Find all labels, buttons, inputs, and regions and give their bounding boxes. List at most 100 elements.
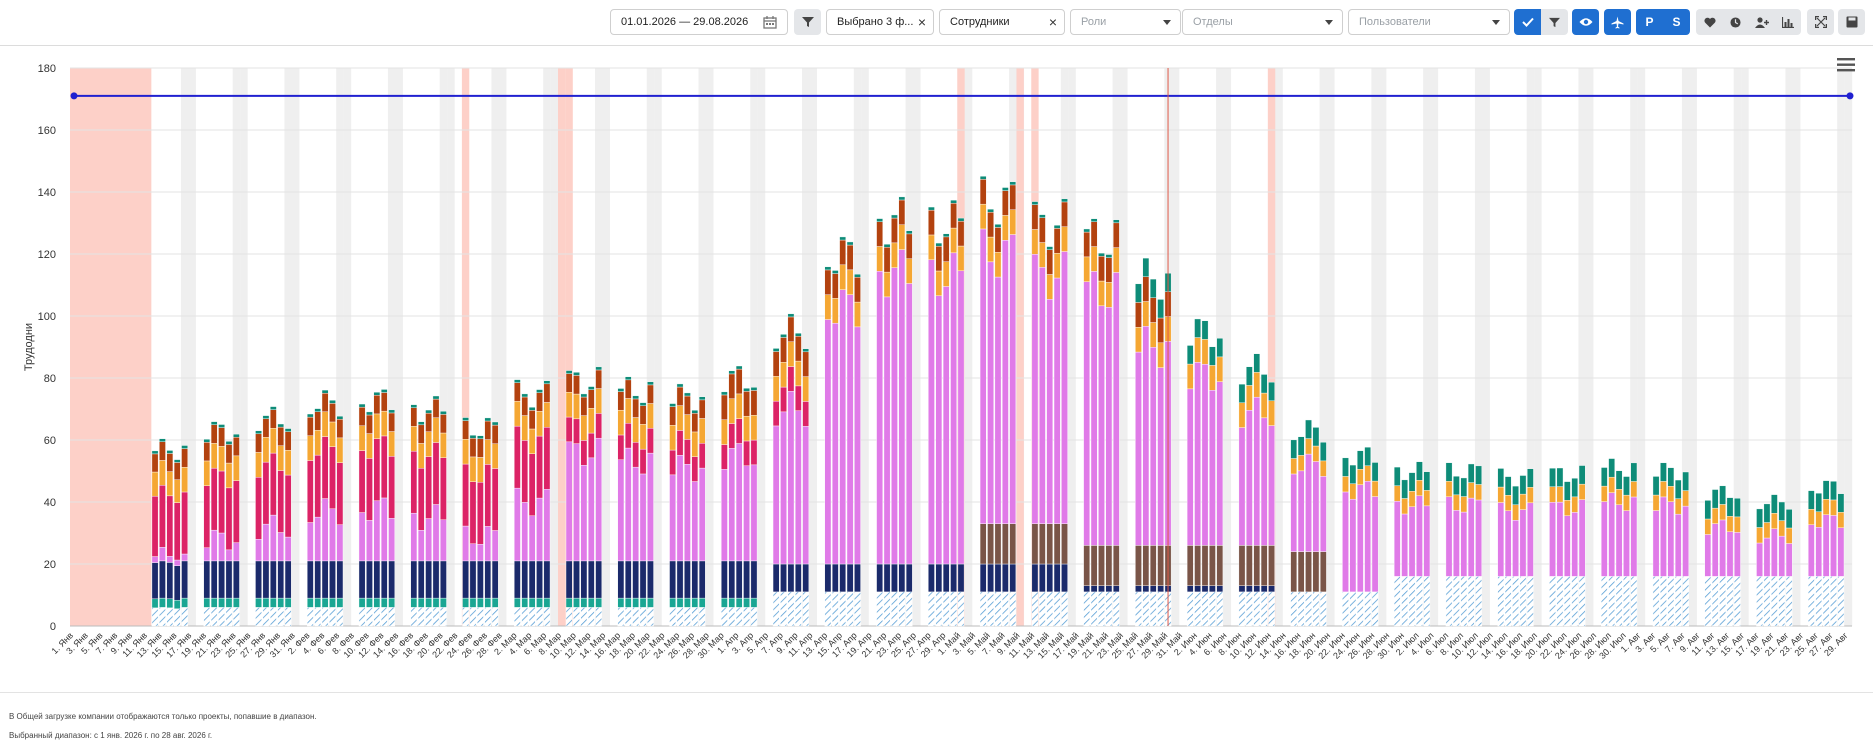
- bar-segment: [1667, 467, 1675, 487]
- bar-segment: [1460, 576, 1468, 627]
- filter-toggle-button[interactable]: [1541, 9, 1568, 35]
- bar-segment: [329, 560, 336, 599]
- bar-segment: [536, 392, 543, 412]
- bar-segment: [1083, 256, 1090, 282]
- y-tick-label: 160: [38, 125, 56, 137]
- bar-segment: [1342, 457, 1349, 477]
- bar-segment: [1149, 585, 1157, 593]
- bar-segment: [336, 607, 344, 627]
- bar-segment: [366, 520, 373, 562]
- history-button[interactable]: [1722, 9, 1749, 35]
- users-select[interactable]: Пользователи: [1348, 9, 1510, 35]
- clear-group-by-icon[interactable]: ×: [1048, 14, 1057, 30]
- bar-segment: [440, 607, 447, 627]
- bar-segment: [743, 388, 750, 392]
- chart-menu-button[interactable]: [1837, 58, 1855, 74]
- bar-segment: [839, 264, 846, 290]
- bar-segment: [521, 597, 529, 608]
- bar-segment: [314, 454, 322, 518]
- bar-segment: [957, 563, 965, 593]
- bar-segment: [565, 607, 573, 627]
- bar-segment: [846, 244, 854, 271]
- bar-segment: [417, 607, 425, 627]
- bar-segment: [277, 445, 285, 471]
- bar-segment: [203, 597, 211, 608]
- bar-segment: [284, 431, 292, 451]
- bar-segment: [218, 427, 225, 447]
- departments-select[interactable]: Отделы: [1182, 9, 1343, 35]
- bar-segment: [1830, 499, 1837, 516]
- bar-segment: [366, 597, 373, 608]
- bar-segment: [832, 322, 839, 565]
- filter-icon: [801, 17, 814, 27]
- fullscreen-button[interactable]: [1807, 9, 1834, 35]
- bar-segment: [669, 403, 676, 407]
- bar-segment: [1667, 486, 1675, 502]
- calendar-icon[interactable]: [763, 16, 777, 32]
- bar-segment: [1186, 545, 1194, 586]
- bar-segment: [440, 457, 447, 520]
- bar-segment: [1053, 523, 1061, 565]
- bar-segment: [691, 456, 699, 482]
- bar-segment: [957, 245, 965, 272]
- filter-button[interactable]: [794, 9, 821, 35]
- bar-segment: [676, 560, 684, 599]
- vacation-button[interactable]: [1604, 9, 1631, 35]
- bar-segment: [891, 217, 898, 244]
- bar-segment: [358, 406, 366, 426]
- bar-segment: [743, 440, 750, 466]
- bar-segment: [321, 498, 329, 562]
- bar-segment: [905, 563, 913, 593]
- bar-segment: [1364, 481, 1371, 593]
- bar-segment: [1527, 576, 1534, 627]
- bar-segment: [1157, 317, 1164, 344]
- bar-segment: [425, 597, 432, 608]
- chevron-down-icon: [1325, 20, 1333, 25]
- weekend-band: [1171, 68, 1180, 626]
- bar-segment: [432, 417, 440, 443]
- bar-segment: [595, 437, 602, 562]
- project-filter-select[interactable]: Выбрано 3 ф... ×: [826, 9, 934, 35]
- bar-segment: [1837, 527, 1845, 577]
- add-user-button[interactable]: [1748, 9, 1775, 35]
- bar-segment: [181, 607, 188, 627]
- bar-segment: [573, 597, 580, 608]
- s-toggle-button[interactable]: S: [1663, 9, 1690, 35]
- bar-segment: [1423, 576, 1431, 627]
- bar-segment: [462, 420, 469, 440]
- weekend-band: [1630, 68, 1638, 626]
- bar-segment: [1090, 585, 1098, 593]
- check-button[interactable]: [1514, 9, 1541, 35]
- roles-select[interactable]: Роли: [1070, 9, 1181, 35]
- p-toggle-button[interactable]: P: [1636, 9, 1663, 35]
- bar-segment: [1682, 576, 1689, 627]
- bar-segment: [684, 597, 691, 608]
- y-tick-label: 100: [38, 311, 56, 323]
- group-by-select[interactable]: Сотрудники ×: [939, 9, 1065, 35]
- bar-segment: [1083, 591, 1090, 627]
- bar-segment: [1556, 501, 1564, 577]
- bar-segment: [1356, 450, 1364, 470]
- clear-project-filter-icon[interactable]: ×: [917, 14, 926, 30]
- bar-segment: [728, 423, 736, 449]
- save-button[interactable]: [1838, 9, 1865, 35]
- bar-segment: [942, 233, 950, 238]
- bar-segment: [1453, 510, 1460, 577]
- bar-segment: [358, 450, 366, 513]
- health-button[interactable]: [1696, 9, 1723, 35]
- bar-segment: [928, 563, 935, 593]
- weekend-band: [1371, 68, 1379, 626]
- bar-segment: [1135, 302, 1142, 328]
- bar-segment: [1674, 498, 1682, 515]
- bar-segment: [573, 560, 580, 599]
- holiday-band: [1267, 68, 1276, 626]
- bar-segment: [440, 560, 447, 599]
- bar-segment: [462, 417, 469, 421]
- statistics-button[interactable]: [1774, 9, 1801, 35]
- bar-segment: [883, 563, 891, 593]
- date-range-input[interactable]: 01.01.2026 — 29.08.2026: [610, 9, 788, 35]
- visibility-button[interactable]: [1572, 9, 1599, 35]
- bar-segment: [1260, 417, 1268, 546]
- bar-segment: [676, 383, 684, 388]
- weekend-band: [1378, 68, 1387, 626]
